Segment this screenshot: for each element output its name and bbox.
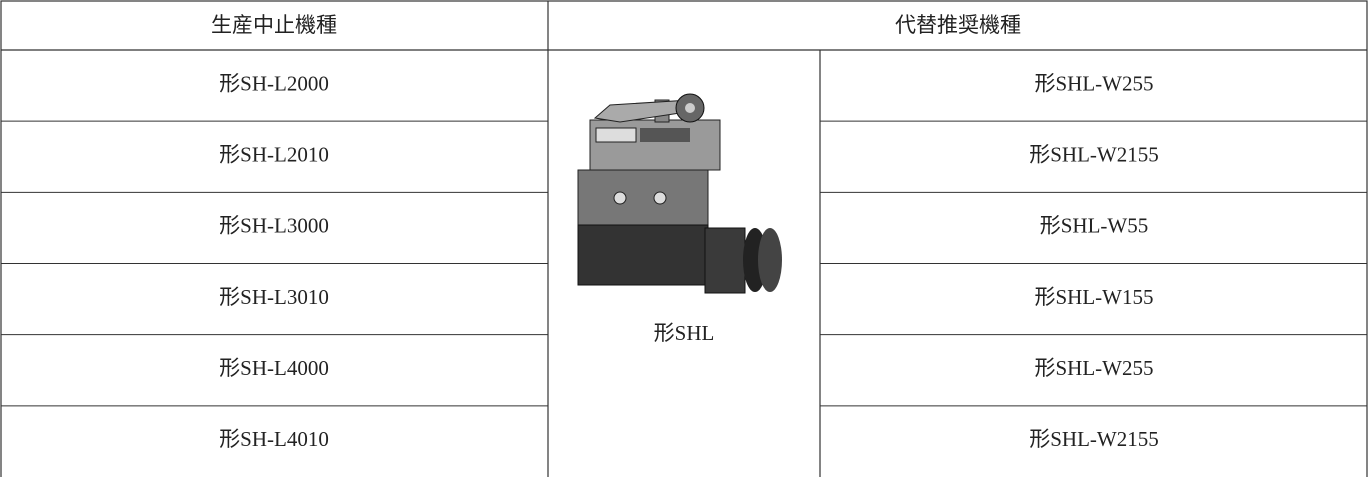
replacement-model: 形SHL-W255: [1035, 356, 1154, 380]
replacement-model: 形SHL-W255: [1035, 71, 1154, 95]
discontinued-model: 形SH-L2010: [219, 143, 329, 167]
switch-illustration: [577, 93, 782, 294]
replacement-model: 形SHL-W2155: [1029, 427, 1159, 451]
replacement-model: 形SHL-W2155: [1029, 143, 1159, 167]
header-cell: 生産中止機種: [211, 13, 337, 37]
header-cell: 代替推奨機種: [895, 13, 1021, 37]
series-label: 形SHL: [654, 321, 715, 345]
discontinued-model: 形SH-L4010: [219, 427, 329, 451]
discontinued-model: 形SH-L3000: [219, 214, 329, 238]
discontinued-model: 形SH-L2000: [219, 71, 329, 95]
replacement-model: 形SHL-W55: [1040, 214, 1149, 238]
discontinued-model: 形SH-L3010: [219, 285, 329, 309]
replacement-model: 形SHL-W155: [1035, 285, 1154, 309]
discontinued-model: 形SH-L4000: [219, 356, 329, 380]
